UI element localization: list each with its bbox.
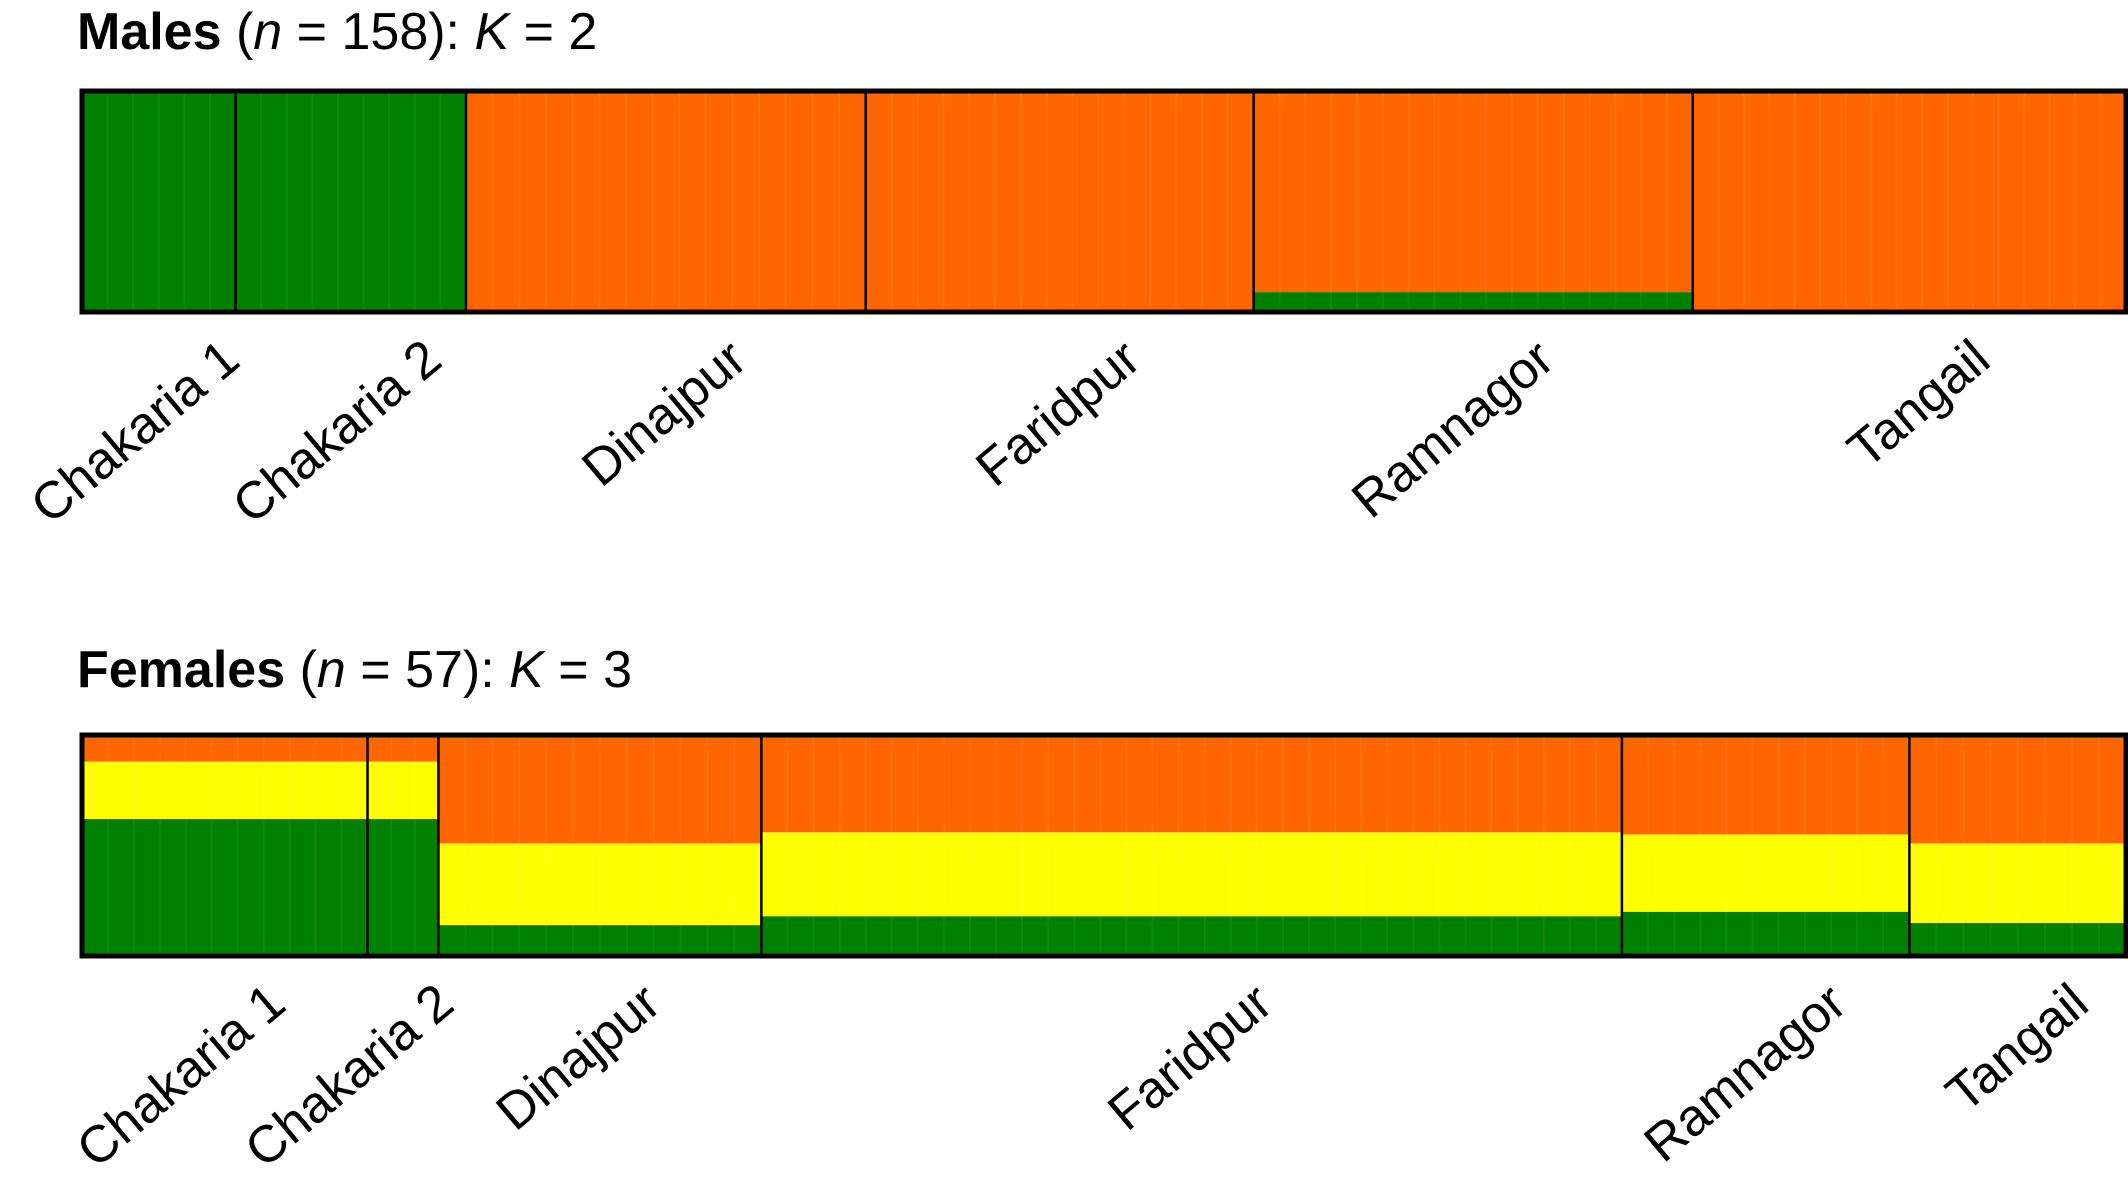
males-label-faridpur: Faridpur [965,329,1151,498]
males-panel: Males (n = 158): K = 2 Chakaria 1 Chakari… [20,3,2128,535]
females-title-k-label: K [509,641,544,699]
females-bar-faridpur-cluster-1 [761,916,1623,956]
males-label-chakaria-1: Chakaria 1 [20,329,250,535]
males-frame [79,88,2128,315]
females-bar-tangail-cluster-2 [1909,843,2127,923]
males-bar-chakaria-2-cluster-1 [235,91,467,312]
females-title: Females (n = 57): K = 3 [77,641,633,699]
females-bar-dinajpur-cluster-3 [438,735,762,844]
females-bar-chakaria-2-cluster-1 [367,818,439,956]
males-title-group: Males [77,3,222,61]
females-title-group: Females [77,641,286,699]
females-title-k-text: = 3 [543,641,633,699]
males-bar-ramnagor-cluster-1 [1253,292,1694,312]
males-label-tangail: Tangail [1837,329,2001,479]
males-bar-dinajpur-cluster-2 [465,91,867,312]
males-bar-chakaria-1-cluster-1 [82,91,237,312]
males-label-chakaria-2: Chakaria 2 [222,329,452,535]
females-bar-chakaria-2-cluster-2 [367,761,439,819]
females-panel: Females (n = 57): K = 3 Chakaria 1 Chakar… [0,640,2128,1195]
males-title-n-label: n [253,3,283,61]
females-bar-ramnagor-cluster-3 [1621,735,1910,835]
females-bar-faridpur-cluster-3 [761,735,1623,833]
females-bar-dinajpur-cluster-2 [438,843,762,926]
males-title-n-text: = 158): [282,3,475,61]
males-bar-faridpur-cluster-2 [865,91,1255,312]
males-bar-ramnagor-cluster-2 [1253,91,1694,293]
females-label-tangail: Tangail [1936,973,2100,1123]
females-bar-chakaria-1-cluster-1 [82,818,369,956]
males-title: Males (n = 158): K = 2 [77,3,598,61]
males-title-k-label: K [474,3,510,61]
females-label-faridpur: Faridpur [1097,973,1283,1142]
males-label-dinajpur: Dinajpur [572,329,758,498]
males-title-k-text: = 2 [509,3,598,61]
females-bar-chakaria-2-cluster-3 [367,735,439,762]
females-title-n-label: n [316,641,346,699]
males-label-ramnagor: Ramnagor [1341,329,1564,529]
females-bar-chakaria-1-cluster-3 [82,735,369,762]
females-bar-ramnagor-cluster-2 [1621,834,1910,912]
females-title-n-text: = 57): [345,641,510,699]
males-bar-tangail-cluster-2 [1692,91,2127,312]
females-bar-tangail-cluster-1 [1909,922,2127,956]
females-bar-faridpur-cluster-2 [761,832,1623,917]
females-bar-chakaria-1-cluster-2 [82,761,369,819]
females-label-ramnagor: Ramnagor [1634,973,1857,1173]
females-bar-tangail-cluster-3 [1909,735,2127,844]
females-bar-ramnagor-cluster-1 [1621,911,1910,956]
females-bar-dinajpur-cluster-1 [438,925,762,956]
females-label-dinajpur: Dinajpur [486,973,672,1142]
females-frame [79,732,2128,959]
